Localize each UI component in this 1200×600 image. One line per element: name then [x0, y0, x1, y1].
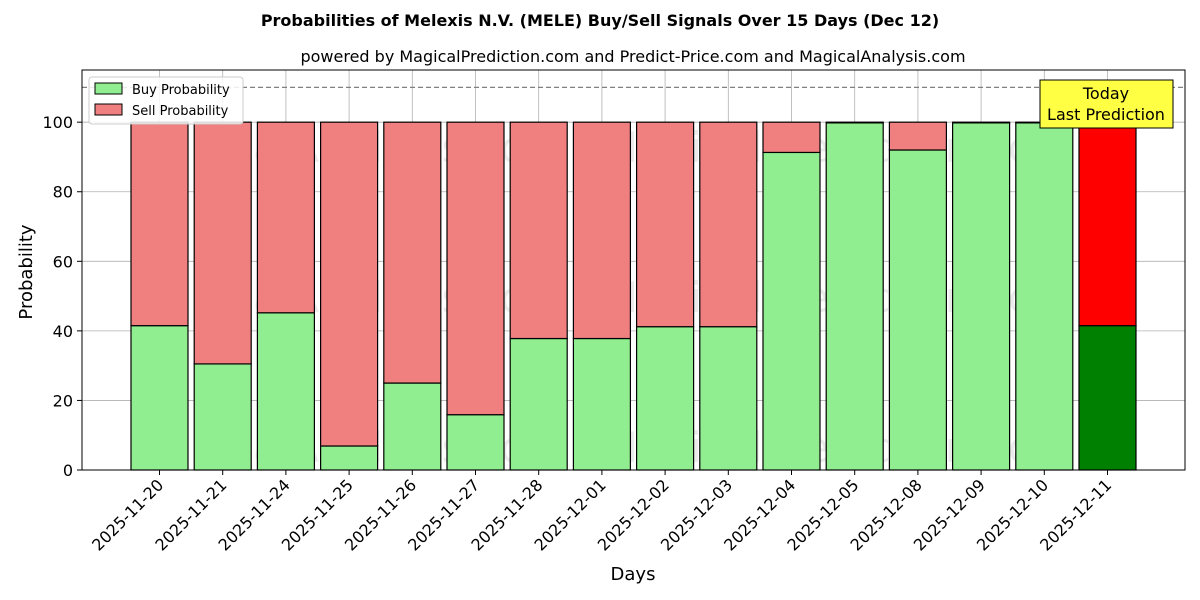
sell-bar: [193, 121, 252, 365]
sell-bar: [572, 121, 632, 340]
sell-bar: [509, 121, 568, 340]
legend-swatch-sell: [94, 103, 123, 116]
chart-subtitle: powered by MagicalPrediction.com and Pre…: [300, 47, 965, 66]
legend-box: [88, 76, 244, 125]
buy-bar: [699, 326, 758, 471]
buy-bar: [446, 414, 505, 471]
y-tick-label: 20: [53, 391, 73, 410]
y-tick-label: 100: [42, 113, 73, 132]
annotation-text: Last Prediction: [1047, 105, 1165, 124]
x-axis-label: Days: [611, 564, 656, 585]
buy-bar: [509, 337, 568, 471]
sell-bar: [635, 121, 695, 328]
sell-bar: [383, 121, 442, 384]
legend-label-sell: Sell Probability: [132, 104, 229, 119]
sell-bar: [825, 121, 884, 124]
buy-bar: [888, 149, 948, 471]
buy-bar: [572, 337, 632, 471]
sell-bar: [446, 121, 505, 416]
buy-bar: [635, 326, 695, 471]
annotation-text: Today: [1082, 84, 1129, 103]
y-tick-label: 80: [53, 183, 73, 202]
y-axis-label: Probability: [16, 224, 37, 319]
legend: Buy Probability Sell Probability: [88, 76, 244, 125]
buy-bar: [1015, 122, 1074, 471]
buy-bar: [1078, 325, 1137, 471]
buy-bar: [256, 312, 315, 471]
sell-bar: [888, 121, 948, 151]
y-tick-label: 40: [53, 322, 73, 341]
sell-bar: [762, 121, 821, 154]
plot-area: MagicalAnalysis.comMagicalPrediction.com…: [42, 69, 1186, 555]
sell-bar: [256, 121, 315, 314]
buy-bar: [951, 122, 1011, 471]
chart-title: Probabilities of Melexis N.V. (MELE) Buy…: [261, 11, 939, 30]
y-tick-label: 60: [53, 252, 73, 271]
legend-swatch-buy: [94, 82, 123, 95]
buy-bar: [383, 382, 442, 471]
buy-bar: [193, 363, 252, 471]
buy-bar: [762, 151, 821, 471]
sell-bar: [1078, 121, 1137, 327]
buy-bar: [825, 122, 884, 471]
sell-bar: [130, 121, 189, 327]
annotation-box: [1039, 79, 1174, 129]
axes-frame: [81, 69, 1186, 471]
sell-bar: [699, 121, 758, 328]
sell-bar: [320, 121, 379, 447]
sell-bar: [951, 121, 1011, 124]
legend-label-buy: Buy Probability: [132, 83, 230, 98]
buy-bar: [130, 325, 189, 471]
buy-bar: [320, 445, 379, 471]
y-tick-label: 0: [63, 461, 73, 480]
today-annotation: Today Last Prediction: [1039, 79, 1174, 129]
